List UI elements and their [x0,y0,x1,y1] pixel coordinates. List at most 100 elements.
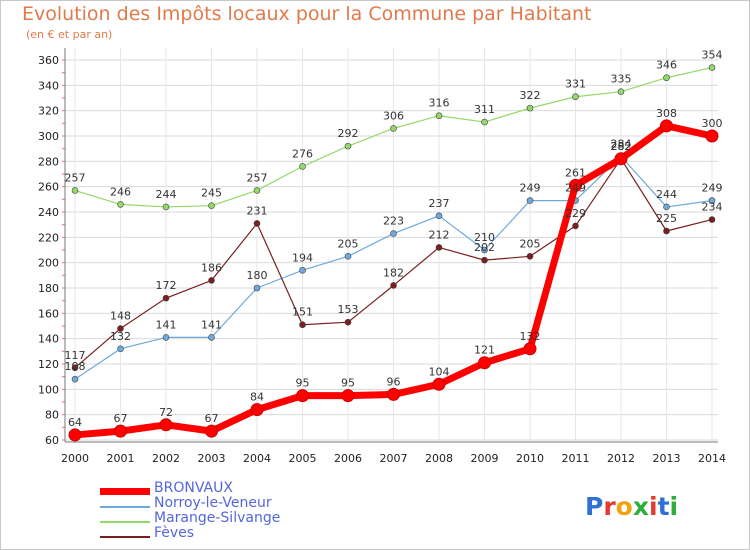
data-label: 306 [383,109,404,122]
x-tick-label: 2003 [198,452,226,465]
data-point [526,197,534,204]
legend-swatch [100,536,150,538]
data-point [71,375,79,383]
data-label: 148 [110,310,131,323]
data-label: 276 [292,147,313,160]
chart-subtitle: (en € et par an) [26,28,113,41]
data-label: 354 [702,49,723,62]
data-point [390,125,397,132]
data-point [208,277,215,284]
data-label: 72 [159,406,173,419]
data-point [299,163,306,170]
x-tick-label: 2002 [152,452,180,465]
x-tick-label: 2014 [698,452,726,465]
data-label: 300 [702,117,723,130]
data-label: 186 [201,261,222,274]
data-point [390,230,397,237]
data-point [435,244,443,251]
data-point [481,246,488,254]
data-point [344,142,352,150]
data-label: 67 [114,412,128,425]
data-label: 205 [520,237,541,250]
data-label: 212 [429,228,450,241]
x-tick-label: 2001 [107,452,135,465]
data-point [390,282,397,289]
y-tick-label: 100 [38,383,59,396]
x-tick-label: 2007 [380,452,408,465]
data-label: 132 [520,330,541,343]
data-point [253,187,261,194]
y-tick-label: 360 [38,54,59,67]
x-tick-label: 2004 [243,452,271,465]
data-label: 282 [611,140,632,153]
data-label: 237 [429,197,450,210]
y-tick-label: 220 [38,231,59,244]
y-tick-label: 60 [45,434,59,447]
y-tick-label: 180 [38,282,59,295]
proxiti-logo: Proxiti [585,492,679,521]
x-tick-label: 2011 [562,452,590,465]
data-label: 141 [156,318,177,331]
data-point [208,334,215,341]
data-point [344,253,352,260]
data-point [435,212,443,220]
data-label: 210 [474,231,495,244]
data-point [663,203,670,211]
data-point [523,342,537,356]
data-point [250,403,264,417]
data-point [299,321,306,329]
data-label: 172 [156,279,177,292]
data-label: 132 [110,330,131,343]
data-point [341,389,355,403]
data-label: 182 [383,266,404,279]
data-label: 308 [656,107,677,120]
y-tick-label: 200 [38,257,59,270]
data-point [663,74,670,82]
data-label: 246 [110,185,131,198]
data-point [708,64,716,71]
data-point [435,112,443,120]
y-tick-label: 320 [38,105,59,118]
data-point [299,266,306,274]
data-label: 153 [338,303,359,316]
data-point [617,88,625,95]
data-label: 151 [292,306,313,319]
x-tick-label: 2006 [334,452,362,465]
data-label: 292 [338,127,359,140]
data-label: 335 [611,73,632,86]
data-point [208,202,215,209]
data-label: 282 [611,140,632,153]
data-label: 229 [565,207,586,220]
x-tick-label: 2009 [471,452,499,465]
data-label: 316 [429,97,450,110]
data-label: 121 [474,344,495,357]
data-label: 194 [292,251,313,264]
x-tick-label: 2010 [516,452,544,465]
data-label: 180 [247,269,268,282]
legend-swatch [100,506,150,508]
data-point [296,389,309,403]
data-label: 311 [474,103,495,116]
data-point [614,152,628,166]
data-point [253,220,261,227]
data-label: 245 [201,187,222,200]
data-label: 257 [65,171,86,184]
data-point [117,325,124,332]
data-label: 261 [565,166,586,179]
data-point [71,187,79,194]
legend-swatch [100,521,150,523]
data-label: 331 [565,78,586,91]
data-point [68,428,82,442]
y-tick-label: 120 [38,358,59,371]
data-label: 117 [65,349,86,362]
data-label: 346 [656,59,677,72]
y-tick-label: 260 [38,181,59,194]
data-point [705,129,719,143]
y-tick-label: 140 [38,333,59,346]
data-label: 284 [611,137,632,150]
y-tick-label: 160 [38,307,59,320]
data-point [526,253,534,260]
data-label: 108 [65,360,86,373]
